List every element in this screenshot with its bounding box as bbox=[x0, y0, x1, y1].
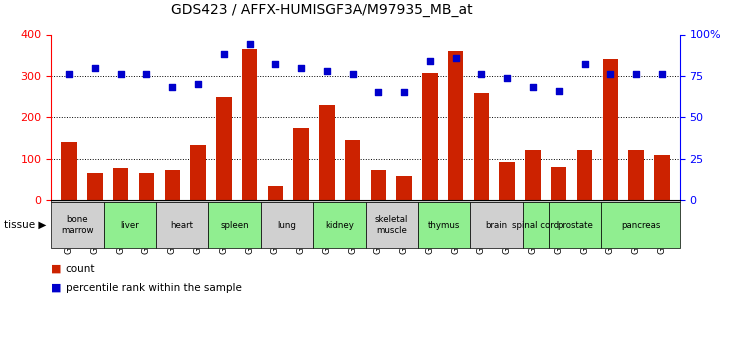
Text: bone
marrow: bone marrow bbox=[61, 215, 94, 235]
Point bbox=[579, 61, 591, 67]
Bar bbox=[293, 128, 308, 200]
Point bbox=[218, 52, 230, 57]
Bar bbox=[319, 105, 335, 200]
Bar bbox=[448, 51, 463, 200]
Point bbox=[476, 71, 488, 77]
Text: GDS423 / AFFX-HUMISGF3A/M97935_MB_at: GDS423 / AFFX-HUMISGF3A/M97935_MB_at bbox=[171, 3, 472, 18]
Bar bbox=[345, 140, 360, 200]
Point bbox=[373, 90, 385, 95]
Point bbox=[656, 71, 667, 77]
Bar bbox=[61, 142, 77, 200]
Point bbox=[167, 85, 178, 90]
Point bbox=[295, 65, 307, 70]
Text: lung: lung bbox=[278, 220, 296, 230]
Bar bbox=[474, 93, 489, 200]
Bar bbox=[268, 186, 283, 200]
Point bbox=[424, 58, 436, 64]
Bar bbox=[526, 150, 541, 200]
Bar bbox=[654, 155, 670, 200]
Point bbox=[64, 71, 75, 77]
Bar bbox=[577, 150, 592, 200]
Bar bbox=[371, 170, 386, 200]
Point bbox=[89, 65, 101, 70]
Text: liver: liver bbox=[121, 220, 139, 230]
Text: thymus: thymus bbox=[428, 220, 461, 230]
Text: count: count bbox=[66, 264, 95, 274]
Text: brain: brain bbox=[485, 220, 507, 230]
Point bbox=[398, 90, 410, 95]
Bar bbox=[551, 167, 567, 200]
Text: kidney: kidney bbox=[325, 220, 354, 230]
Bar bbox=[87, 173, 102, 200]
Bar bbox=[216, 97, 232, 200]
Text: skeletal
muscle: skeletal muscle bbox=[375, 215, 409, 235]
Bar bbox=[629, 150, 644, 200]
Text: spinal cord: spinal cord bbox=[512, 220, 559, 230]
Bar bbox=[499, 161, 515, 200]
Point bbox=[321, 68, 333, 74]
Text: ■: ■ bbox=[51, 264, 61, 274]
Bar bbox=[190, 146, 205, 200]
Text: prostate: prostate bbox=[557, 220, 593, 230]
Point bbox=[243, 42, 255, 47]
Point bbox=[605, 71, 616, 77]
Point bbox=[115, 71, 126, 77]
Bar bbox=[396, 176, 412, 200]
Text: tissue ▶: tissue ▶ bbox=[4, 220, 46, 230]
Point bbox=[501, 75, 513, 80]
Text: spleen: spleen bbox=[220, 220, 249, 230]
Point bbox=[553, 88, 564, 93]
Bar bbox=[139, 173, 154, 200]
Point bbox=[630, 71, 642, 77]
Bar bbox=[113, 168, 129, 200]
Bar bbox=[164, 170, 180, 200]
Text: percentile rank within the sample: percentile rank within the sample bbox=[66, 283, 242, 293]
Point bbox=[270, 61, 281, 67]
Point bbox=[527, 85, 539, 90]
Text: ■: ■ bbox=[51, 283, 61, 293]
Bar bbox=[242, 49, 257, 200]
Bar bbox=[423, 72, 438, 200]
Point bbox=[140, 71, 152, 77]
Point bbox=[450, 55, 461, 60]
Text: pancreas: pancreas bbox=[621, 220, 660, 230]
Point bbox=[192, 81, 204, 87]
Bar bbox=[602, 59, 618, 200]
Text: heart: heart bbox=[170, 220, 194, 230]
Point bbox=[346, 71, 358, 77]
